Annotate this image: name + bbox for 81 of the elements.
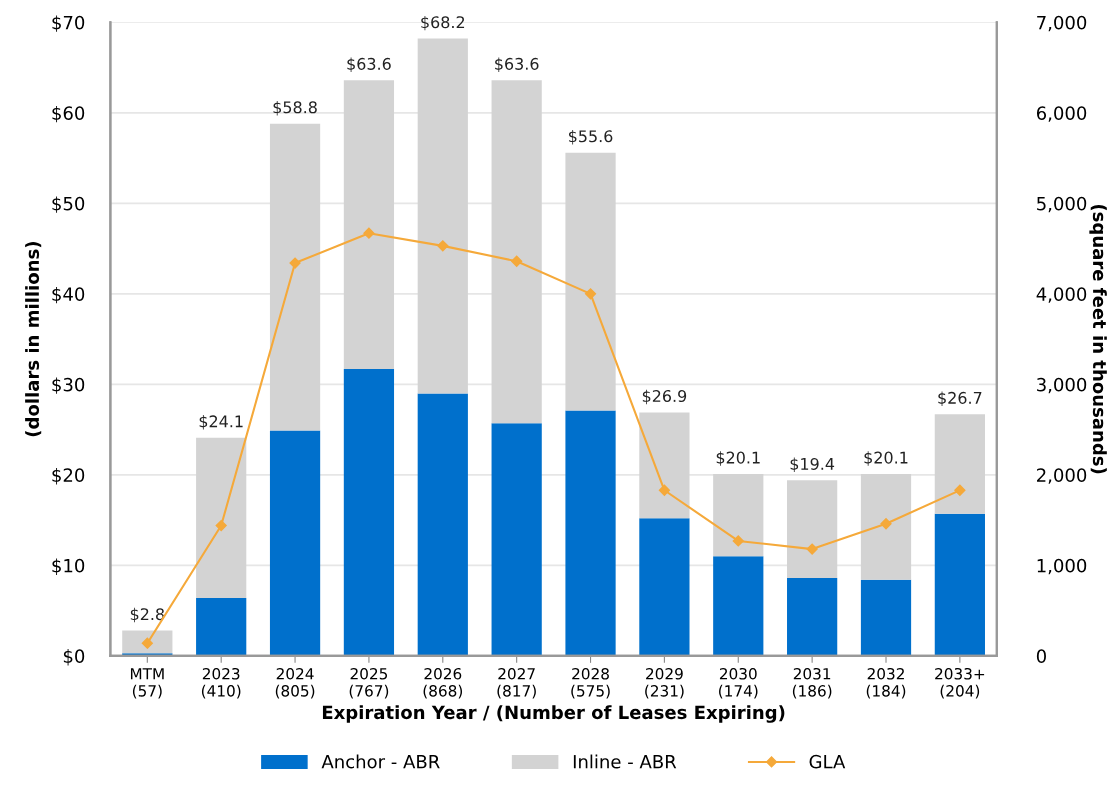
bar (860, 473, 912, 580)
bar (860, 579, 912, 656)
bar (122, 630, 173, 654)
bar (565, 152, 616, 411)
total-label: $20.1 (716, 451, 760, 466)
y2-tick-label: 7,000 (1037, 15, 1087, 32)
x-tick-label: 2025 (767) (349, 667, 389, 699)
bar (713, 473, 764, 557)
y-tick-label: $40 (52, 286, 85, 304)
y-axis-title: (dollars in millions) (25, 242, 42, 437)
point (658, 484, 671, 496)
bar (491, 80, 542, 424)
bar (343, 80, 395, 369)
bar (196, 597, 247, 656)
bar (639, 412, 690, 519)
point (215, 519, 227, 532)
bar (934, 414, 985, 514)
point (437, 240, 449, 252)
total-label: $58.8 (273, 100, 317, 116)
y-tick-label: $20 (52, 468, 85, 485)
bar (934, 513, 985, 656)
y2-tick-label: 0 (1036, 649, 1046, 664)
y2-axis-title: (square feet in thousands) (1089, 204, 1107, 474)
total-label: $26.9 (642, 389, 687, 405)
y2-tick-label: 3,000 (1037, 377, 1087, 394)
x-tick-label: 2030 (174) (719, 667, 758, 699)
y2-tick-label: 6,000 (1036, 106, 1087, 122)
legend-label: GLA (809, 754, 846, 769)
x-tick-label: 2026 (868) (423, 667, 463, 699)
bar (196, 437, 247, 598)
total-label: $19.4 (790, 457, 835, 473)
total-label: $24.1 (199, 415, 243, 430)
bar (565, 410, 616, 656)
bar (417, 393, 468, 656)
total-label: $63.6 (495, 57, 539, 72)
point (584, 288, 597, 300)
total-label: $2.8 (130, 607, 165, 623)
x-tick-label: 2023 (410) (201, 667, 241, 699)
total-label: $26.7 (938, 391, 982, 407)
x-tick-label: 2028 (575) (571, 667, 610, 699)
x-tick-label: 2027 (817) (497, 667, 536, 699)
x-tick-label: 2024 (805) (275, 667, 315, 699)
y-tick-label: $70 (52, 15, 85, 32)
point (806, 543, 818, 555)
x-axis-title: Expiration Year / (Number of Leases Expiring) (322, 705, 785, 723)
x-tick-label: 2032 (184) (866, 667, 906, 699)
x-tick-label: 2031 (186) (792, 667, 832, 699)
bar (417, 38, 468, 394)
total-label: $55.6 (568, 129, 613, 145)
point (363, 227, 375, 239)
bar (491, 423, 542, 656)
bar (343, 368, 395, 656)
x-tick-label: 2029 (231) (645, 667, 684, 699)
point (880, 518, 892, 530)
bar (787, 480, 838, 579)
bar (639, 518, 690, 656)
bar (269, 430, 321, 656)
point (141, 637, 153, 649)
point (289, 257, 301, 269)
point (954, 484, 966, 496)
total-label: $20.1 (864, 451, 908, 466)
y2-tick-label: 4,000 (1036, 287, 1087, 303)
y-tick-label: $60 (52, 105, 85, 123)
point (732, 535, 744, 547)
bar (269, 123, 321, 431)
y2-tick-label: 5,000 (1037, 196, 1087, 213)
total-label: $68.2 (421, 15, 465, 31)
y2-tick-label: 1,000 (1037, 558, 1087, 575)
bar (787, 578, 838, 656)
y-tick-label: $30 (52, 377, 85, 394)
bar (713, 556, 764, 656)
x-tick-label: 2033+ (204) (935, 667, 985, 699)
total-label: $63.6 (347, 57, 391, 72)
point (511, 255, 523, 267)
y2-tick-label: 2,000 (1037, 468, 1087, 484)
y-tick-label: $10 (52, 558, 85, 575)
y-tick-label: $50 (52, 196, 85, 213)
legend-label: Anchor - ABR (321, 754, 440, 769)
legend-label: Inline - ABR (573, 754, 677, 769)
y-tick-label: $0 (63, 649, 85, 666)
x-tick-label: MTM (57) (130, 668, 164, 699)
